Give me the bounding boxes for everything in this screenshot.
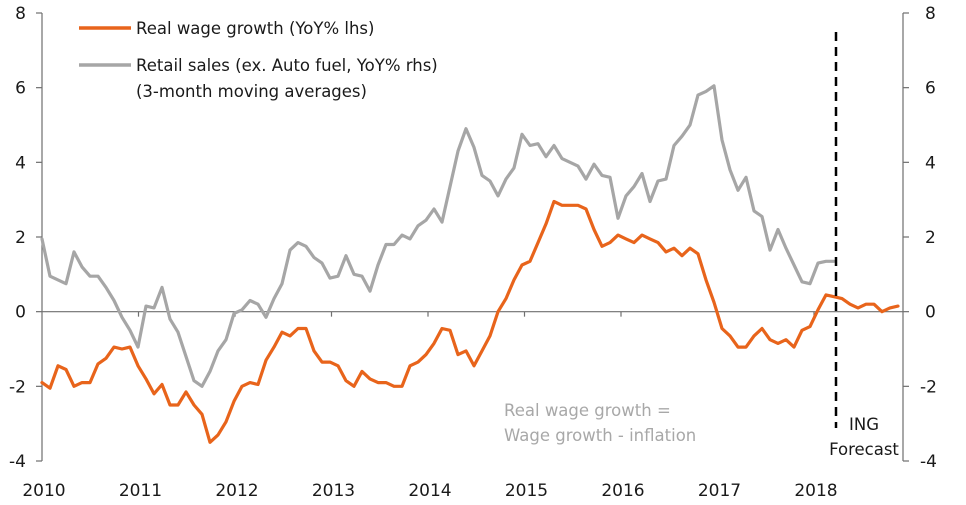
axes xyxy=(36,12,909,462)
legend-label-retail-sales: Retail sales (ex. Auto fuel, YoY% rhs) xyxy=(136,56,438,75)
x-tick-label: 2011 xyxy=(119,481,162,501)
y-left-tick-label: 6 xyxy=(15,79,26,99)
y-left-tick-label: -2 xyxy=(9,377,26,397)
y-left-tick-label: 2 xyxy=(15,228,26,248)
legend-subnote: (3-month moving averages) xyxy=(136,82,367,101)
x-tick-label: 2012 xyxy=(215,481,258,501)
formula-note-line1: Real wage growth = xyxy=(504,401,671,420)
x-axis-labels: 2010 2011 2012 2013 2014 2015 2016 2017 2018 xyxy=(22,481,837,501)
x-tick-label: 2010 xyxy=(22,481,65,501)
x-tick-label: 2017 xyxy=(698,481,741,501)
y-left-tick-label: -4 xyxy=(9,452,26,472)
formula-note-line2: Wage growth - inflation xyxy=(504,426,696,445)
y-right-tick-label: 8 xyxy=(925,4,936,24)
series-line-real-wage-growth xyxy=(40,199,900,444)
y-right-tick-label: -2 xyxy=(920,377,937,397)
legend-label-real-wage: Real wage growth (YoY% lhs) xyxy=(136,19,374,38)
x-tick-label: 2013 xyxy=(312,481,355,501)
x-tick-label: 2015 xyxy=(505,481,548,501)
y-left-tick-label: 4 xyxy=(15,153,26,173)
y-right-tick-label: 4 xyxy=(925,153,936,173)
y-right-tick-label: 0 xyxy=(925,303,936,323)
x-tick-label: 2016 xyxy=(601,481,644,501)
y-axis-left-labels: 8 6 4 2 0 -2 -4 xyxy=(9,4,26,472)
legend: Real wage growth (YoY% lhs) Retail sales… xyxy=(79,19,438,101)
y-right-tick-label: 6 xyxy=(925,79,936,99)
y-left-tick-label: 8 xyxy=(15,4,26,24)
x-tick-label: 2018 xyxy=(794,481,837,501)
forecast-label-line2: Forecast xyxy=(829,440,899,459)
y-right-tick-label: 2 xyxy=(925,228,936,248)
y-right-tick-label: -4 xyxy=(920,452,937,472)
y-axis-right-labels: 8 6 4 2 0 -2 -4 xyxy=(920,4,937,472)
x-tick-label: 2014 xyxy=(408,481,451,501)
series-layer xyxy=(40,84,900,444)
forecast-label-line1: ING xyxy=(849,415,879,434)
y-left-tick-label: 0 xyxy=(15,303,26,323)
series-line-retail-sales xyxy=(40,84,836,388)
